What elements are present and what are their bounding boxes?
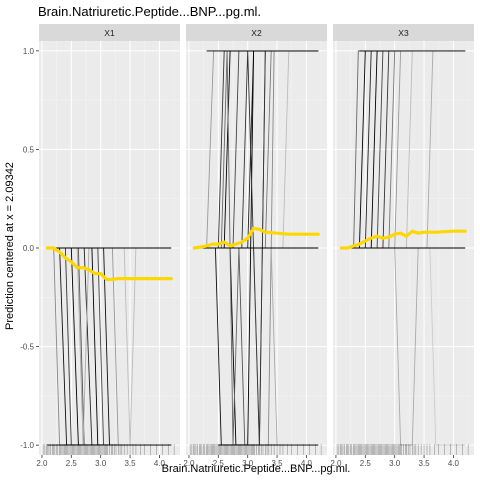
x-tick-label: 2.5 (360, 459, 372, 468)
y-tick-label: 0.5 (23, 145, 35, 154)
facet-panel-X3: X3 2.0 2.5 3.0 3.5 4.0 (330, 24, 474, 468)
y-axis-title: Prediction centered at x = 2.09342 (4, 162, 16, 330)
x-tick-label: 3.0 (95, 459, 107, 468)
y-axis: -1.0 -0.5 0.0 0.5 1.0 (20, 47, 39, 450)
x-tick-label: 3.5 (125, 459, 137, 468)
facet-panel-X1: X1 2.0 2.5 3.0 3.5 4.0 (36, 24, 180, 468)
facet-strip (186, 24, 327, 41)
x-axis-title: Brain.Natriuretic.Peptide...BNP...pg.ml. (162, 463, 351, 475)
x-tick-label: 3.5 (272, 459, 284, 468)
facet-panel-X2: X2 2.0 2.5 3.0 3.5 4.0 (183, 24, 327, 468)
facet-strip (333, 24, 474, 41)
pdp-line (339, 229, 467, 250)
pdp-line (192, 226, 320, 250)
facet-strip-label: X2 (251, 28, 262, 38)
x-tick-label: 4.0 (301, 459, 313, 468)
facet-strip (39, 24, 180, 41)
y-tick-label: 1.0 (23, 47, 35, 56)
chart-title: Brain.Natriuretic.Peptide...BNP...pg.ml. (38, 4, 261, 19)
x-tick-label: 3.5 (419, 459, 431, 468)
x-tick-label: 3.0 (389, 459, 401, 468)
facet-strip-label: X1 (104, 28, 115, 38)
y-tick-label: 0.0 (23, 244, 35, 253)
pdp-line (45, 246, 173, 282)
facet-panels: X1 2.0 2.5 3.0 3.5 4.0 X2 2.0 2.5 3.0 3.5 4.0 X3 2.0 2… (36, 24, 474, 468)
y-tick-label: -1.0 (20, 441, 34, 450)
x-tick-label: 2.0 (330, 459, 342, 468)
x-tick-label: 4.0 (448, 459, 460, 468)
facet-strip-label: X3 (398, 28, 409, 38)
x-tick-label: 2.0 (183, 459, 195, 468)
x-tick-label: 3.0 (242, 459, 254, 468)
y-tick-label: -0.5 (20, 343, 34, 352)
x-tick-label: 2.5 (213, 459, 225, 468)
x-tick-label: 2.0 (36, 459, 48, 468)
x-tick-label: 4.0 (154, 459, 166, 468)
x-tick-label: 2.5 (66, 459, 78, 468)
